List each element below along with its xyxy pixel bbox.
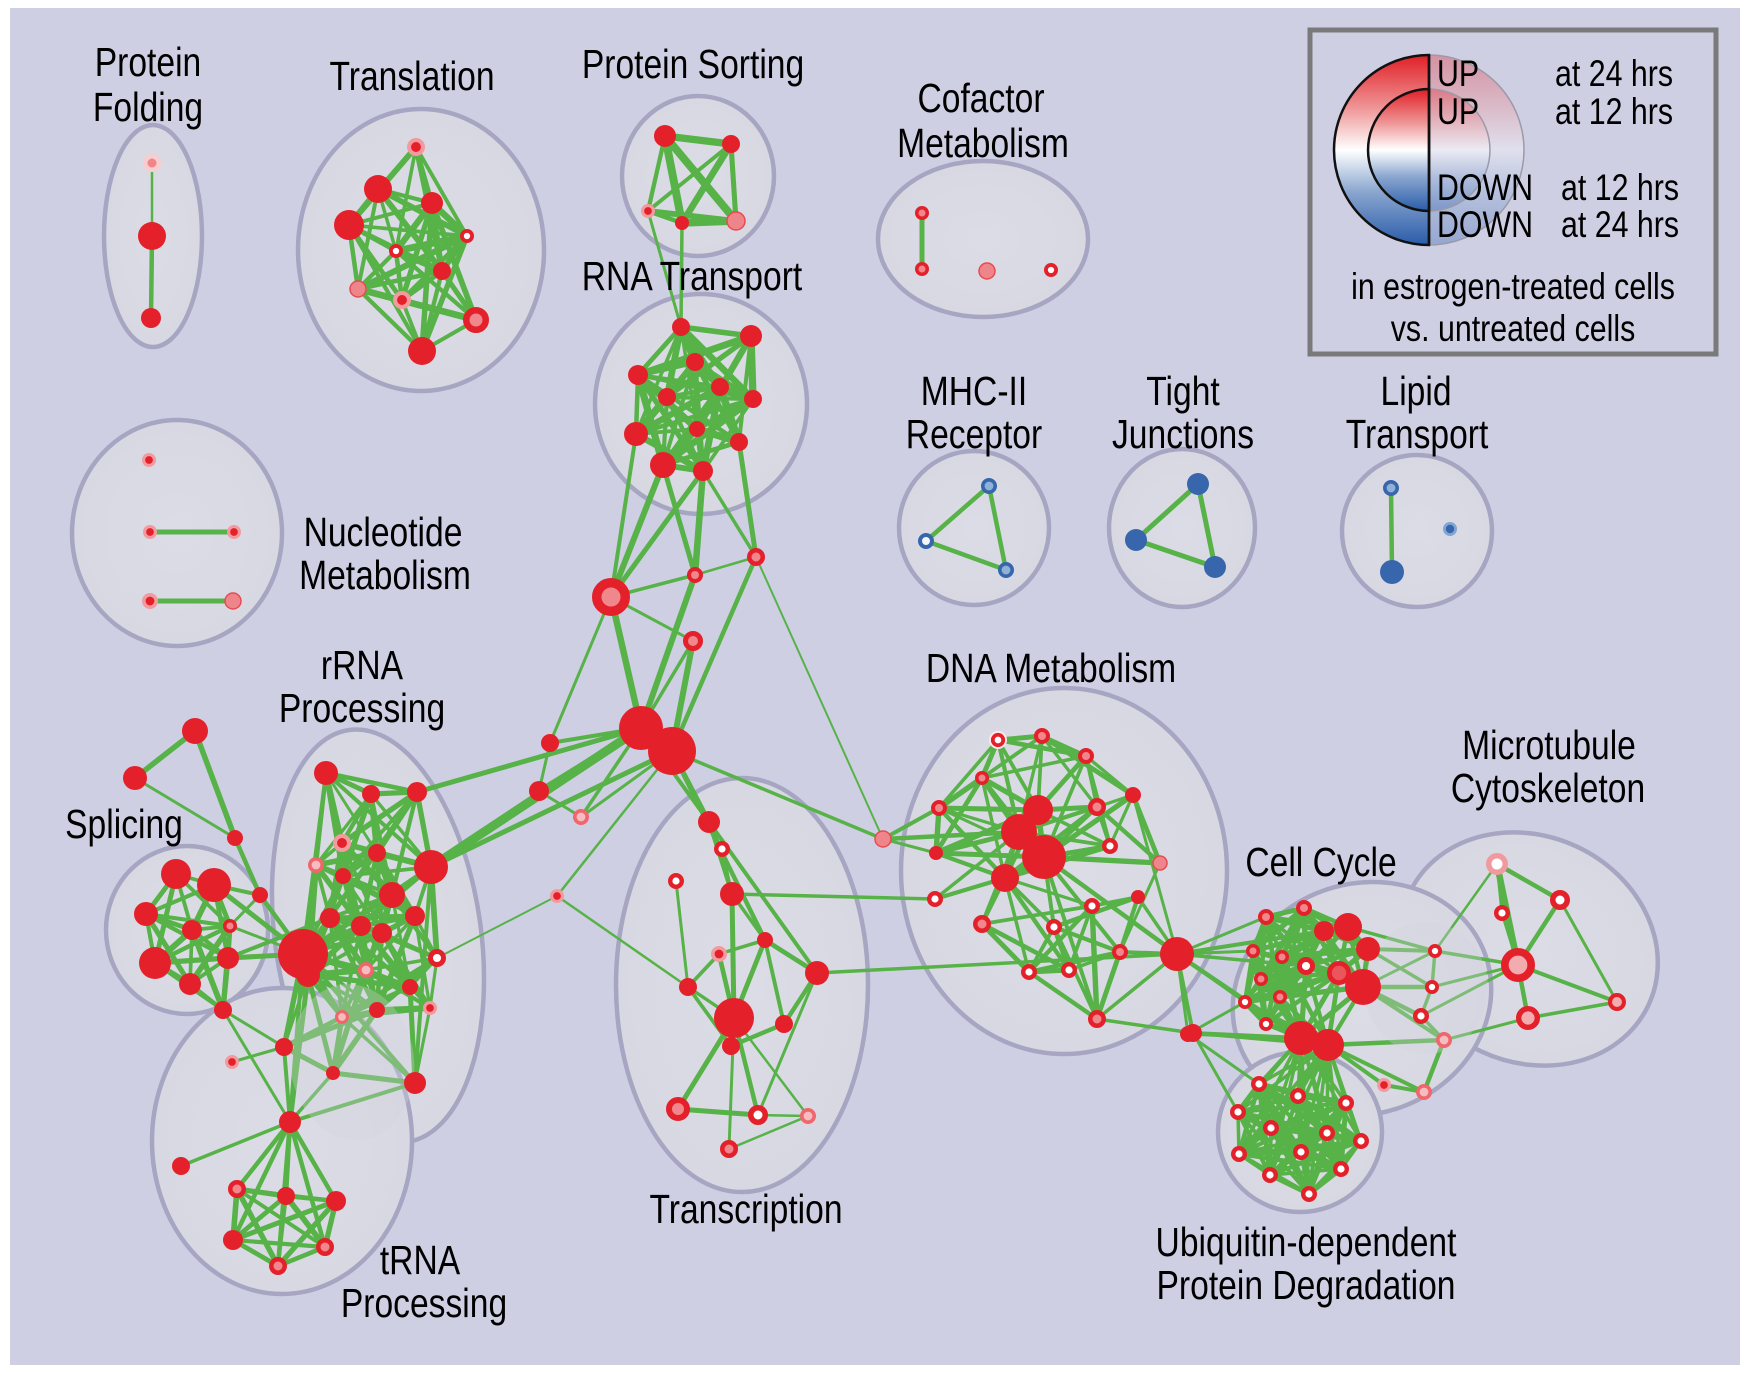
svg-text:UP: UP bbox=[1437, 91, 1479, 133]
svg-text:rRNA: rRNA bbox=[321, 642, 403, 688]
svg-text:DOWN: DOWN bbox=[1437, 167, 1533, 209]
svg-text:Transcription: Transcription bbox=[649, 1186, 842, 1232]
svg-text:Metabolism: Metabolism bbox=[897, 120, 1069, 166]
svg-text:at 12 hrs: at 12 hrs bbox=[1555, 91, 1673, 133]
svg-text:Receptor: Receptor bbox=[906, 411, 1042, 457]
svg-text:Cytoskeleton: Cytoskeleton bbox=[1451, 765, 1645, 811]
svg-text:tRNA: tRNA bbox=[380, 1237, 460, 1283]
svg-text:RNA Transport: RNA Transport bbox=[582, 253, 803, 299]
svg-text:Protein Degradation: Protein Degradation bbox=[1157, 1262, 1456, 1308]
svg-text:Protein Sorting: Protein Sorting bbox=[582, 41, 804, 87]
svg-text:at 24 hrs: at 24 hrs bbox=[1555, 53, 1673, 95]
svg-text:DNA Metabolism: DNA Metabolism bbox=[926, 645, 1176, 691]
svg-text:Junctions: Junctions bbox=[1112, 411, 1254, 457]
svg-text:Lipid: Lipid bbox=[1380, 368, 1451, 414]
svg-text:Protein: Protein bbox=[95, 39, 202, 85]
svg-text:Nucleotide: Nucleotide bbox=[304, 509, 463, 555]
svg-text:Tight: Tight bbox=[1146, 368, 1220, 414]
svg-text:UP: UP bbox=[1437, 53, 1479, 95]
svg-text:Splicing: Splicing bbox=[65, 801, 183, 847]
svg-text:Transport: Transport bbox=[1346, 411, 1489, 457]
svg-text:Translation: Translation bbox=[329, 53, 494, 99]
svg-text:at 12 hrs: at 12 hrs bbox=[1561, 167, 1679, 209]
svg-text:DOWN: DOWN bbox=[1437, 204, 1533, 246]
svg-text:Processing: Processing bbox=[341, 1280, 507, 1326]
svg-text:Cell Cycle: Cell Cycle bbox=[1245, 839, 1396, 885]
svg-text:MHC-II: MHC-II bbox=[921, 368, 1027, 414]
svg-text:Cofactor: Cofactor bbox=[917, 75, 1044, 121]
svg-text:vs. untreated cells: vs. untreated cells bbox=[1391, 308, 1635, 350]
svg-text:Microtubule: Microtubule bbox=[1462, 722, 1636, 768]
svg-text:Processing: Processing bbox=[279, 685, 445, 731]
svg-text:at 24 hrs: at 24 hrs bbox=[1561, 204, 1679, 246]
svg-text:Metabolism: Metabolism bbox=[299, 552, 471, 598]
svg-text:Ubiquitin-dependent: Ubiquitin-dependent bbox=[1156, 1219, 1457, 1265]
svg-text:in estrogen-treated cells: in estrogen-treated cells bbox=[1351, 266, 1675, 308]
svg-text:Folding: Folding bbox=[93, 84, 203, 130]
